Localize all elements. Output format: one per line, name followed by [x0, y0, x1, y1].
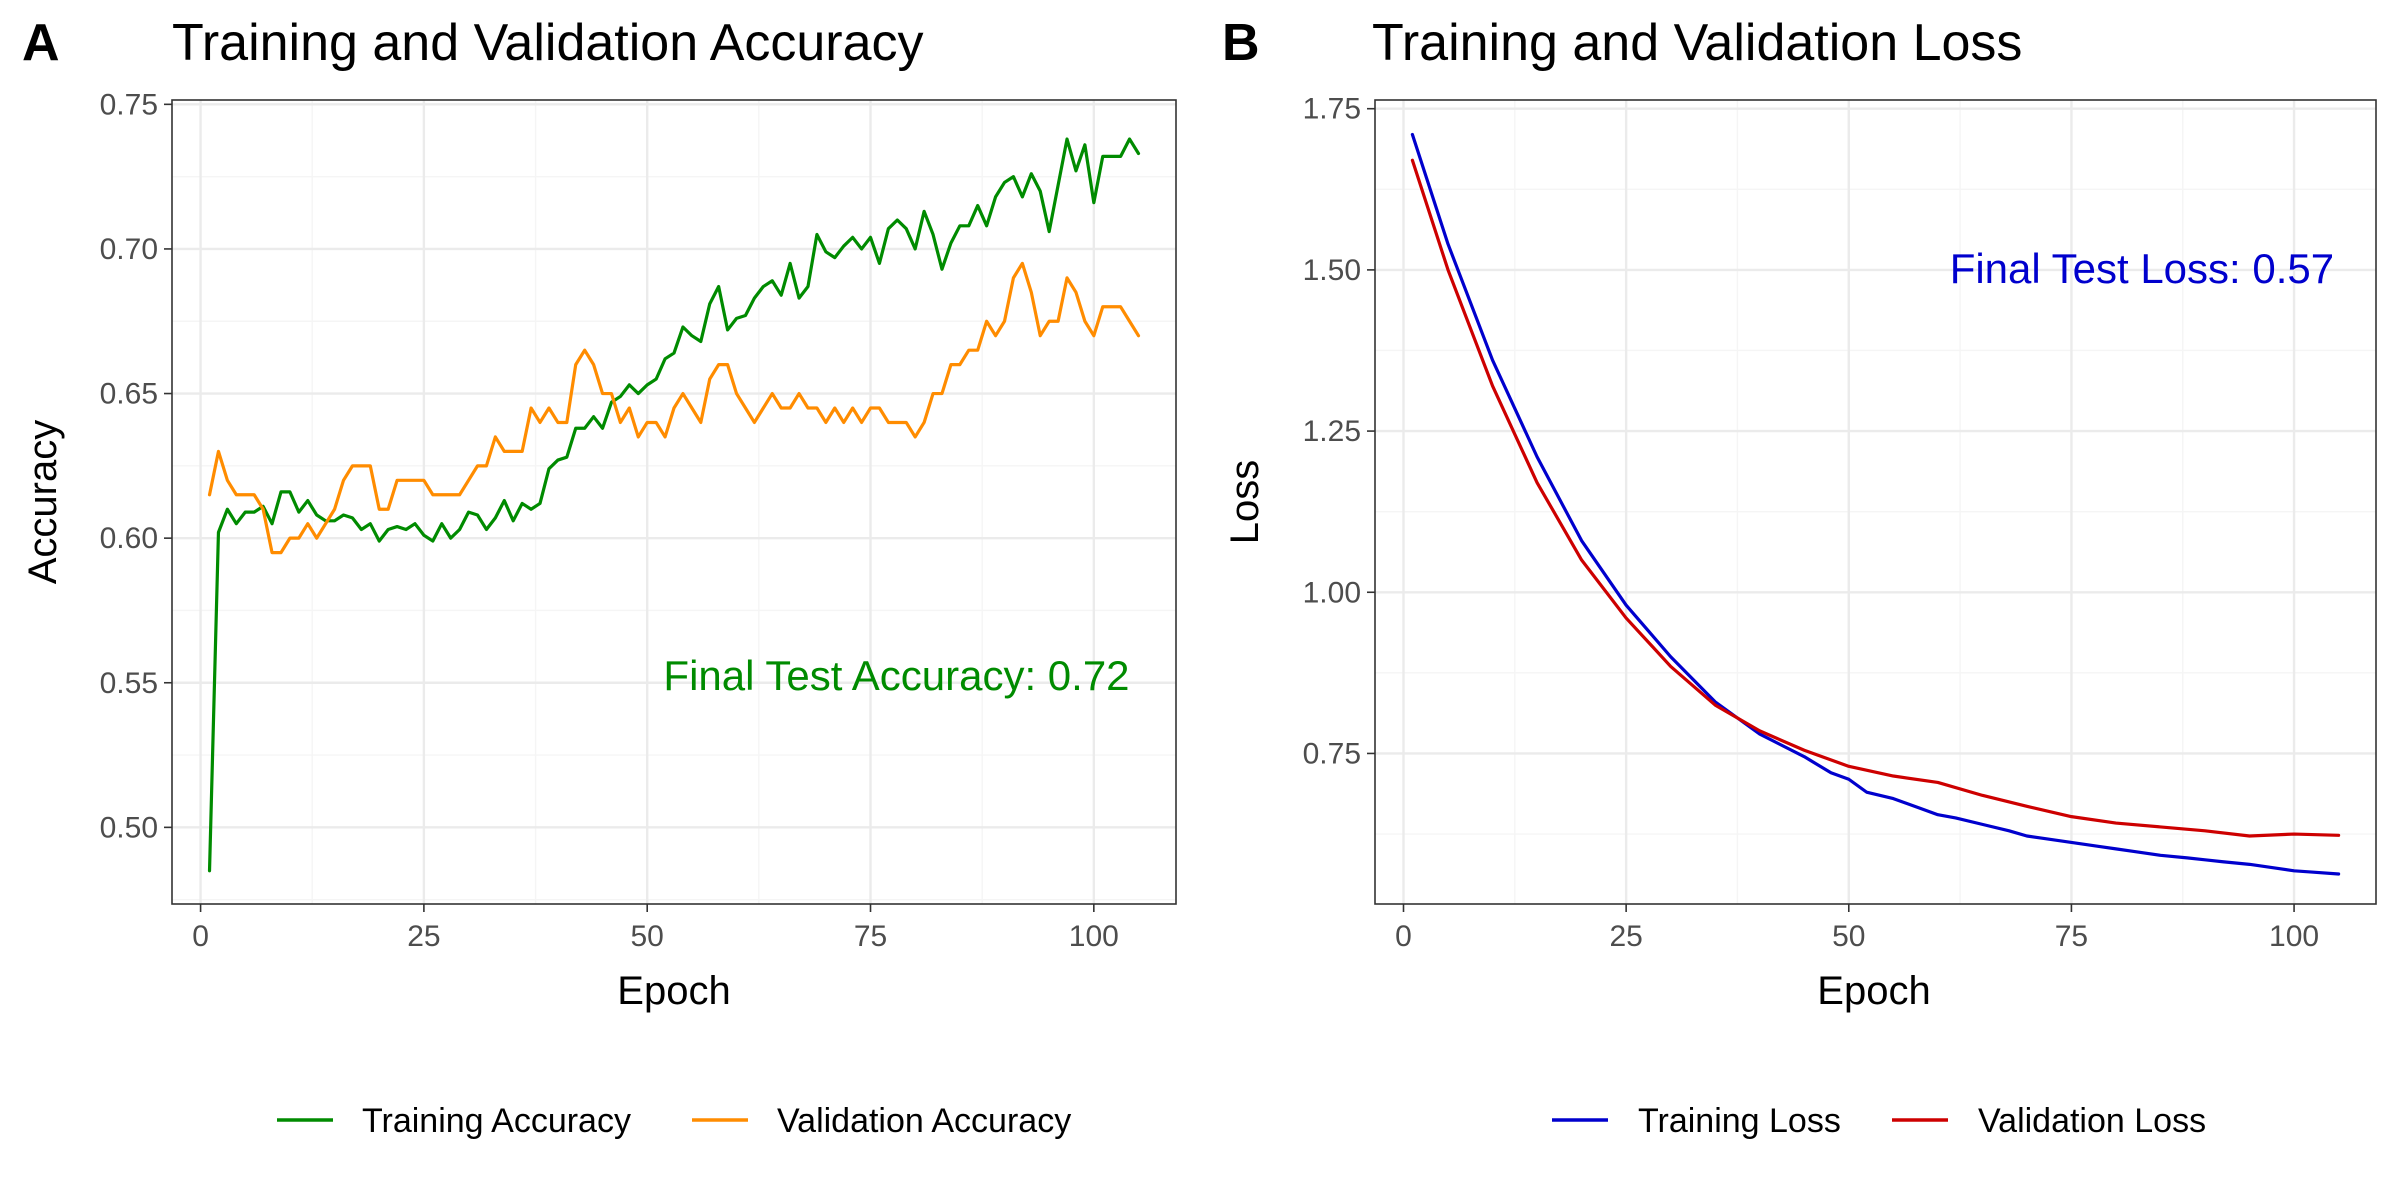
accuracy-y-tick-label: 0.70	[100, 233, 158, 266]
series-line-validation-loss	[1410, 158, 2341, 838]
loss-panel-border	[1374, 99, 2377, 905]
loss-chart-title: Training and Validation Loss	[1372, 14, 2022, 72]
accuracy-y-tick-label: 0.55	[100, 667, 158, 700]
series-line-training-loss	[1410, 132, 2341, 876]
loss-y-tick-label: 1.50	[1303, 254, 1361, 287]
loss-y-tick-label: 1.00	[1303, 576, 1361, 609]
series-line-validation-accuracy	[207, 261, 1141, 555]
accuracy-y-tick-label: 0.65	[100, 378, 158, 411]
accuracy-plot-area: 0 25 50 75 100 0.50 0.55 0.60 0.65 0.70 0.75 Final …	[100, 88, 1177, 953]
loss-x-axis-label: Epoch	[1817, 969, 1930, 1013]
accuracy-y-tick-label: 0.75	[100, 88, 158, 121]
loss-y-tick-label: 1.75	[1303, 93, 1361, 126]
loss-y-tick-label: 1.25	[1303, 415, 1361, 448]
accuracy-y-tick-label: 0.60	[100, 522, 158, 555]
accuracy-x-tick-label: 50	[631, 920, 664, 953]
accuracy-x-tick-label: 100	[1069, 920, 1119, 953]
loss-x-tick-label: 75	[2055, 920, 2088, 953]
legend-label-validation-loss: Validation Loss	[1978, 1102, 2206, 1140]
accuracy-x-tick-label: 25	[407, 920, 440, 953]
legend-label-training-accuracy: Training Accuracy	[362, 1102, 631, 1140]
accuracy-legend: Training Accuracy Validation Accuracy	[277, 1102, 1071, 1140]
loss-panel: B Training and Validation Loss 0 25 50 75 10…	[1222, 14, 2377, 1140]
loss-legend: Training Loss Validation Loss	[1552, 1102, 2206, 1140]
accuracy-x-tick-label: 75	[854, 920, 887, 953]
accuracy-x-tick-label: 0	[192, 920, 209, 953]
accuracy-panel-border	[171, 99, 1177, 905]
accuracy-annotation: Final Test Accuracy: 0.72	[663, 652, 1129, 699]
legend-label-validation-accuracy: Validation Accuracy	[777, 1102, 1071, 1140]
accuracy-y-axis-label: Accuracy	[21, 420, 65, 585]
loss-x-tick-label: 50	[1832, 920, 1865, 953]
accuracy-x-axis-label: Epoch	[617, 969, 730, 1013]
series-line-training-accuracy	[207, 137, 1141, 873]
panel-tag-a: A	[22, 14, 60, 72]
accuracy-panel: A Training and Validation Accuracy 0 25 50…	[21, 14, 1177, 1140]
loss-annotation: Final Test Loss: 0.57	[1950, 245, 2334, 292]
legend-label-training-loss: Training Loss	[1638, 1102, 1841, 1140]
panel-tag-b: B	[1222, 14, 1260, 72]
loss-y-tick-label: 0.75	[1303, 737, 1361, 770]
loss-x-tick-label: 0	[1395, 920, 1412, 953]
loss-x-tick-label: 25	[1609, 920, 1642, 953]
accuracy-y-tick-label: 0.50	[100, 811, 158, 844]
loss-y-axis-label: Loss	[1223, 460, 1267, 545]
loss-plot-area: 0 25 50 75 100 0.75 1.00 1.25 1.50 1.75 Final Test…	[1303, 93, 2377, 953]
accuracy-chart-title: Training and Validation Accuracy	[172, 14, 924, 72]
loss-x-tick-label: 100	[2269, 920, 2319, 953]
